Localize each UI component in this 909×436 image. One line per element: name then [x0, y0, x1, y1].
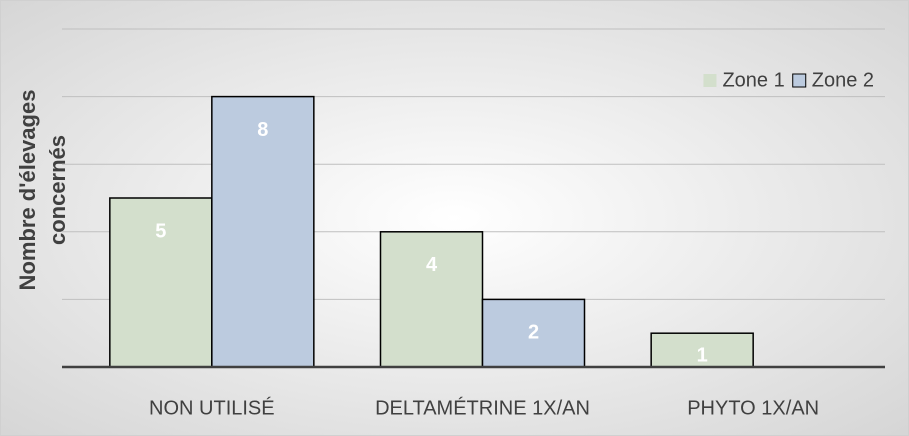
legend-label: Zone 2 [812, 69, 874, 91]
data-label: 8 [257, 119, 268, 141]
bar [481, 298, 586, 368]
legend-swatch [792, 73, 807, 88]
data-label: 4 [426, 254, 438, 276]
y-axis-title: Nombre d'élevages concernés [15, 90, 70, 291]
x-tick-label: NON UTILISÉ [149, 396, 275, 419]
bar [211, 95, 315, 368]
bar [379, 231, 484, 368]
legend-label: Zone 1 [722, 69, 784, 91]
legend-swatch [703, 74, 717, 87]
bar [109, 197, 213, 368]
bar [650, 332, 754, 368]
data-label: 2 [528, 322, 539, 344]
x-tick-label: PHYTO 1X/AN [687, 397, 819, 419]
data-label: 1 [697, 344, 708, 366]
data-label: 5 [155, 220, 166, 242]
x-tick-label: DELTAMÉTRINE 1X/AN [375, 396, 590, 419]
